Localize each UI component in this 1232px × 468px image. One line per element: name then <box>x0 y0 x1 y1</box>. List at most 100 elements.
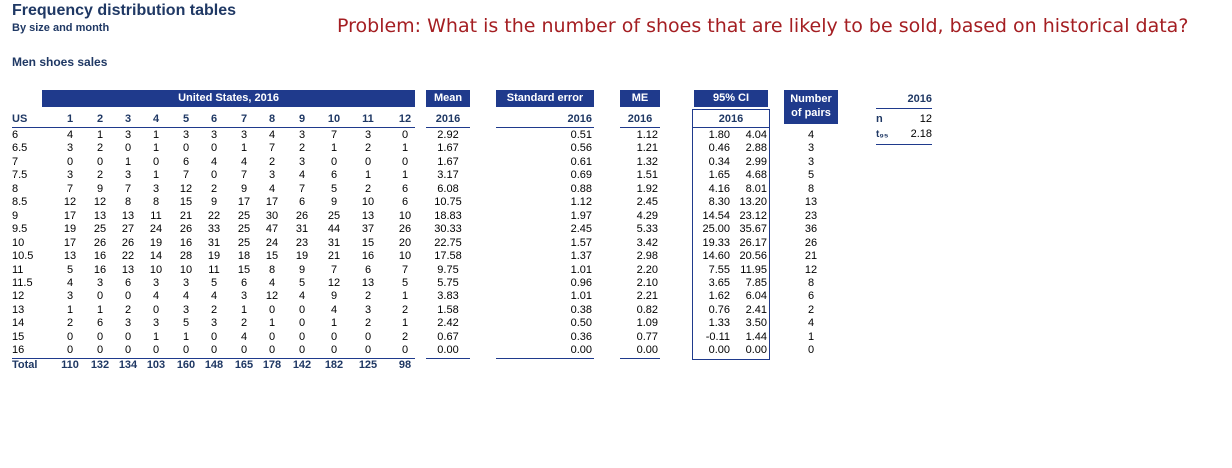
frequency-cell: 3 <box>298 155 306 168</box>
frequency-cell: 3 <box>364 303 372 316</box>
me-cell: 1.12 <box>636 129 658 141</box>
page-subtitle: By size and month <box>12 22 110 34</box>
frequency-cell: 5 <box>66 263 74 276</box>
frequency-cell: 0 <box>268 303 276 316</box>
standard-error-cell: 1.01 <box>570 263 592 276</box>
size-label: 9.5 <box>12 223 28 236</box>
se-bottom-rule <box>496 357 594 359</box>
month-header: 10 <box>327 113 341 125</box>
total-cell: 132 <box>90 358 110 371</box>
frequency-cell: 12 <box>63 196 77 209</box>
frequency-cell: 1 <box>240 142 248 155</box>
frequency-cell: 0 <box>182 142 190 155</box>
frequency-cell: 11 <box>208 263 220 276</box>
frequency-cell: 10 <box>398 209 412 222</box>
frequency-cell: 4 <box>210 155 218 168</box>
frequency-cell: 7 <box>298 182 306 195</box>
frequency-cell: 25 <box>237 209 251 222</box>
frequency-cell: 3 <box>240 290 248 303</box>
frequency-cell: 19 <box>295 250 309 263</box>
mean-cell: 2.92 <box>437 129 459 141</box>
me-cell: 1.21 <box>636 142 658 155</box>
standard-error-cell: 1.37 <box>570 250 592 263</box>
frequency-cell: 0 <box>152 155 160 168</box>
page-title: Frequency distribution tables <box>12 2 237 19</box>
standard-error-cell: 1.12 <box>570 196 592 209</box>
ci-high-cell: 23.12 <box>739 209 767 222</box>
mean-rule <box>426 127 470 128</box>
mean-cell: 0.00 <box>437 344 459 357</box>
frequency-cell: 2 <box>298 142 306 155</box>
frequency-cell: 2 <box>401 330 409 343</box>
frequency-cell: 0 <box>210 169 218 182</box>
size-label: 12 <box>12 290 25 303</box>
frequency-cell: 3 <box>96 276 104 289</box>
size-label: 7 <box>12 155 19 168</box>
frequency-cell: 9 <box>96 182 104 195</box>
frequency-cell: 2 <box>268 155 276 168</box>
month-header: 9 <box>298 113 306 125</box>
month-header: 11 <box>362 113 374 125</box>
frequency-cell: 2 <box>210 182 218 195</box>
frequency-cell: 19 <box>207 250 221 263</box>
frequency-cell: 0 <box>210 142 218 155</box>
frequency-cell: 2 <box>210 303 218 316</box>
mean-cell: 10.75 <box>434 196 462 209</box>
frequency-cell: 0 <box>124 142 132 155</box>
frequency-cell: 22 <box>207 209 221 222</box>
frequency-cell: 13 <box>361 209 375 222</box>
frequency-cell: 0 <box>96 330 104 343</box>
stats-t-label: t₉₅ <box>876 129 889 140</box>
stats-t-value: 2.18 <box>910 128 932 140</box>
mean-cell: 2.42 <box>437 317 459 330</box>
frequency-cell: 10 <box>179 263 193 276</box>
me-cell: 1.09 <box>636 317 658 330</box>
frequency-cell: 0 <box>66 344 74 357</box>
ci-low-cell: 7.55 <box>708 263 730 276</box>
frequency-cell: 11 <box>150 209 162 222</box>
stats-n-value: 12 <box>919 113 932 125</box>
frequency-cell: 21 <box>327 250 341 263</box>
frequency-cell: 3 <box>240 129 248 141</box>
pairs-cell: 5 <box>807 169 815 182</box>
pairs-cell: 36 <box>804 223 818 236</box>
ci-high-cell: 1.44 <box>745 330 767 343</box>
standard-error-cell: 1.97 <box>570 209 592 222</box>
standard-error-year: 2016 <box>567 113 592 125</box>
frequency-cell: 7 <box>124 182 132 195</box>
frequency-cell: 1 <box>124 155 132 168</box>
me-cell: 2.98 <box>636 250 658 263</box>
frequency-cell: 1 <box>401 290 409 303</box>
frequency-cell: 0 <box>401 155 409 168</box>
frequency-cell: 5 <box>298 276 306 289</box>
frequency-cell: 4 <box>298 290 306 303</box>
ci-low-cell: 0.34 <box>708 155 730 168</box>
frequency-cell: 2 <box>96 169 104 182</box>
frequency-cell: 17 <box>265 196 279 209</box>
standard-error-header: Standard error <box>496 90 594 107</box>
frequency-cell: 2 <box>364 142 372 155</box>
me-year: 2016 <box>627 113 653 125</box>
frequency-cell: 3 <box>210 129 218 141</box>
me-header: ME <box>620 90 660 107</box>
frequency-cell: 37 <box>361 223 375 236</box>
ci-high-cell: 13.20 <box>739 196 767 209</box>
frequency-cell: 19 <box>149 236 163 249</box>
mean-cell: 3.17 <box>437 169 459 182</box>
frequency-cell: 1 <box>401 142 409 155</box>
me-cell: 2.10 <box>636 276 658 289</box>
frequency-cell: 3 <box>298 129 306 141</box>
section-title: Men shoes sales <box>12 55 108 69</box>
ci-low-cell: 19.33 <box>702 236 730 249</box>
frequency-cell: 1 <box>152 330 160 343</box>
ci-high-cell: 8.01 <box>745 182 767 195</box>
stats-n-label: n <box>876 113 883 125</box>
ci-low-cell: 0.00 <box>708 344 730 357</box>
frequency-cell: 10 <box>361 196 375 209</box>
frequency-cell: 26 <box>121 236 135 249</box>
ci-low-cell: 4.16 <box>708 182 730 195</box>
standard-error-cell: 0.00 <box>570 344 592 357</box>
frequency-cell: 6 <box>96 317 104 330</box>
frequency-cell: 1 <box>152 142 160 155</box>
frequency-cell: 25 <box>237 223 251 236</box>
